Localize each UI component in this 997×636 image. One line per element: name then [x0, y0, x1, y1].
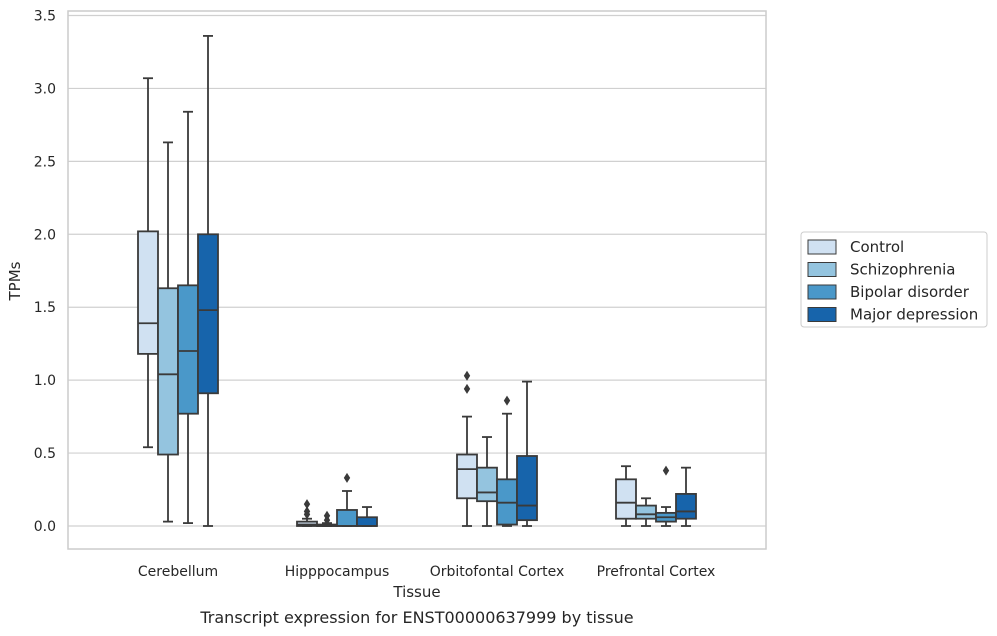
outlier-point	[463, 370, 471, 381]
outlier-point	[323, 510, 331, 521]
box-series	[137, 35, 697, 527]
outlier-point	[503, 395, 511, 406]
box-major-depression-orbitofontal-cortex	[516, 380, 538, 527]
y-tick-label: 1.0	[34, 373, 56, 389]
legend-frame	[800, 231, 988, 328]
box-schizophrenia-hipppocampus	[316, 510, 338, 527]
plot-frame	[67, 10, 767, 550]
legend-entry: Control	[850, 238, 904, 256]
outlier-point	[303, 499, 311, 510]
box-iqr	[615, 478, 637, 520]
y-tick-label: 1.5	[34, 300, 56, 316]
x-tick-label: Cerebellum	[138, 564, 218, 580]
box-iqr	[177, 284, 199, 415]
y-tick-labels: 0.0 0.5 1.0 1.5 2.0 2.5 3.0 3.5	[34, 9, 56, 536]
x-tick-label: Hipppocampus	[285, 564, 390, 580]
y-tick-label: 0.0	[34, 519, 56, 535]
box-schizophrenia-prefrontal-cortex	[635, 497, 657, 527]
outlier-point	[463, 383, 471, 394]
legend-swatch	[807, 262, 837, 277]
y-tick-label: 3.0	[34, 81, 56, 97]
box-control-hipppocampus	[296, 499, 318, 527]
box-bipolar-disorder-prefrontal-cortex	[655, 465, 677, 527]
box-bipolar-disorder-cerebellum	[177, 110, 199, 524]
y-axis-label: TPMs	[6, 261, 24, 301]
box-schizophrenia-orbitofontal-cortex	[476, 436, 498, 527]
box-iqr	[157, 287, 179, 456]
outlier-point	[303, 506, 311, 517]
outlier-point	[343, 472, 351, 483]
outlier-point	[662, 465, 670, 476]
box-iqr	[675, 493, 697, 520]
legend-swatch	[807, 307, 837, 322]
y-tick-label: 2.5	[34, 154, 56, 170]
legend-entry: Schizophrenia	[850, 261, 955, 279]
x-tick-labels: Cerebellum Hipppocampus Orbitofontal Corte…	[138, 564, 715, 580]
box-iqr	[456, 453, 478, 500]
legend-entry: Bipolar disorder	[850, 283, 970, 301]
box-major-depression-prefrontal-cortex	[675, 466, 697, 527]
box-iqr	[635, 504, 657, 520]
y-tick-label: 3.5	[34, 9, 56, 25]
box-iqr	[197, 233, 219, 395]
box-control-cerebellum	[137, 77, 159, 449]
box-schizophrenia-cerebellum	[157, 141, 179, 523]
box-control-orbitofontal-cortex	[456, 370, 478, 527]
chart-caption: Transcript expression for ENST0000063799…	[199, 608, 633, 627]
box-major-depression-hipppocampus	[356, 506, 378, 527]
box-iqr	[516, 455, 538, 522]
box-bipolar-disorder-hipppocampus	[336, 472, 358, 527]
x-tick-label: Orbitofontal Cortex	[430, 564, 565, 580]
box-bipolar-disorder-orbitofontal-cortex	[496, 395, 518, 527]
legend: Control Schizophrenia Bipolar disorder Majo…	[800, 231, 988, 328]
box-iqr	[137, 230, 159, 355]
y-tick-label: 0.5	[34, 446, 56, 462]
legend-swatch	[807, 284, 837, 300]
box-iqr	[476, 466, 498, 503]
y-tick-label: 2.0	[34, 227, 56, 243]
box-major-depression-cerebellum	[197, 35, 219, 527]
x-axis-label: Tissue	[392, 583, 440, 601]
box-iqr	[356, 516, 378, 527]
box-control-prefrontal-cortex	[615, 465, 637, 527]
legend-swatch	[807, 239, 837, 255]
x-tick-label: Prefrontal Cortex	[597, 564, 716, 580]
box-iqr	[336, 509, 358, 527]
legend-entry: Major depression	[850, 306, 978, 324]
